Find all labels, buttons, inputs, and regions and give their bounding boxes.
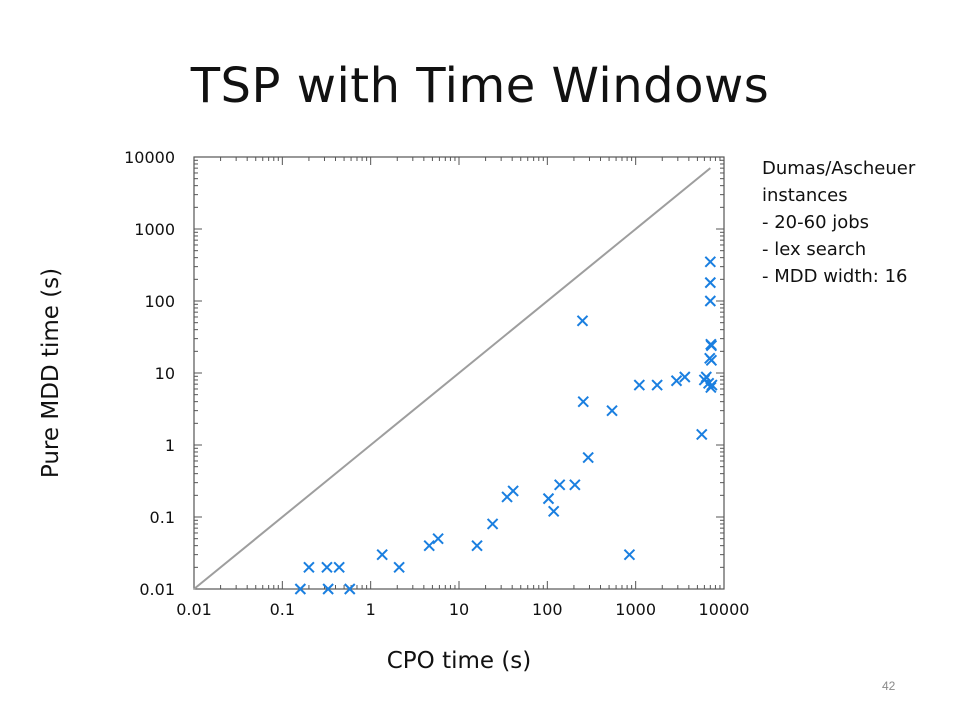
x-axis-label: CPO time (s) — [387, 648, 532, 674]
data-point — [423, 539, 435, 552]
data-point — [393, 561, 405, 574]
data-point — [633, 379, 646, 391]
data-point — [322, 583, 334, 595]
data-point — [679, 371, 691, 383]
data-point — [542, 492, 555, 505]
data-point — [553, 479, 566, 491]
data-point — [704, 256, 717, 268]
data-point — [577, 395, 589, 408]
y-tick-label: 1000 — [134, 220, 175, 239]
data-point — [486, 518, 499, 530]
notes-panel: Dumas/Ascheuer instances - 20-60 jobs - … — [762, 155, 915, 290]
x-tick-label: 10 — [449, 600, 469, 619]
slide-title: TSP with Time Windows — [190, 58, 770, 114]
x-tick-label: 1 — [366, 600, 376, 619]
data-point — [651, 379, 663, 391]
notes-line: - lex search — [762, 239, 867, 260]
y-tick-label: 10 — [155, 364, 175, 383]
notes-line: - MDD width: 16 — [762, 266, 908, 287]
data-point — [705, 339, 718, 352]
data-point — [706, 379, 718, 391]
notes-line: Dumas/Ascheuer — [762, 158, 916, 179]
data-point — [432, 532, 444, 545]
data-points — [294, 256, 718, 595]
data-point — [704, 276, 717, 289]
data-point — [670, 375, 683, 387]
data-point — [294, 583, 307, 595]
data-point — [569, 479, 581, 491]
x-tick-label: 10000 — [699, 600, 750, 619]
y-axis-label: Pure MDD time (s) — [38, 268, 64, 478]
data-point — [606, 404, 618, 417]
data-point — [623, 548, 636, 561]
x-tick-label: 0.01 — [176, 600, 212, 619]
data-point — [471, 539, 483, 552]
x-tick-labels: 0.01 0.1 1 10 100 1000 10000 — [176, 600, 749, 619]
notes-line: instances — [762, 185, 848, 206]
data-point — [700, 371, 712, 383]
x-tick-label: 0.1 — [270, 600, 295, 619]
notes-line: - 20-60 jobs — [762, 212, 870, 233]
y-tick-label: 0.1 — [150, 508, 175, 527]
data-point — [321, 561, 333, 574]
data-point — [547, 505, 560, 518]
y-tick-label: 0.01 — [139, 580, 175, 599]
data-point — [376, 548, 388, 561]
y-tick-label: 1 — [165, 436, 175, 455]
data-point — [582, 451, 594, 464]
x-tick-label: 100 — [532, 600, 563, 619]
data-point — [333, 561, 345, 574]
diagonal-reference-line — [193, 167, 711, 590]
data-point — [696, 428, 708, 441]
y-tick-label: 10000 — [124, 148, 175, 167]
data-point — [507, 485, 519, 497]
y-tick-labels: 0.01 0.1 1 10 100 1000 10000 — [124, 148, 175, 599]
y-tick-marks — [194, 159, 724, 590]
data-point — [576, 315, 589, 327]
data-point — [705, 354, 718, 367]
data-point — [303, 561, 315, 574]
y-tick-label: 100 — [144, 292, 175, 311]
data-point — [704, 295, 717, 307]
x-tick-marks — [193, 157, 721, 589]
data-point — [344, 583, 356, 595]
x-tick-label: 1000 — [615, 600, 656, 619]
page-number: 42 — [882, 679, 896, 693]
